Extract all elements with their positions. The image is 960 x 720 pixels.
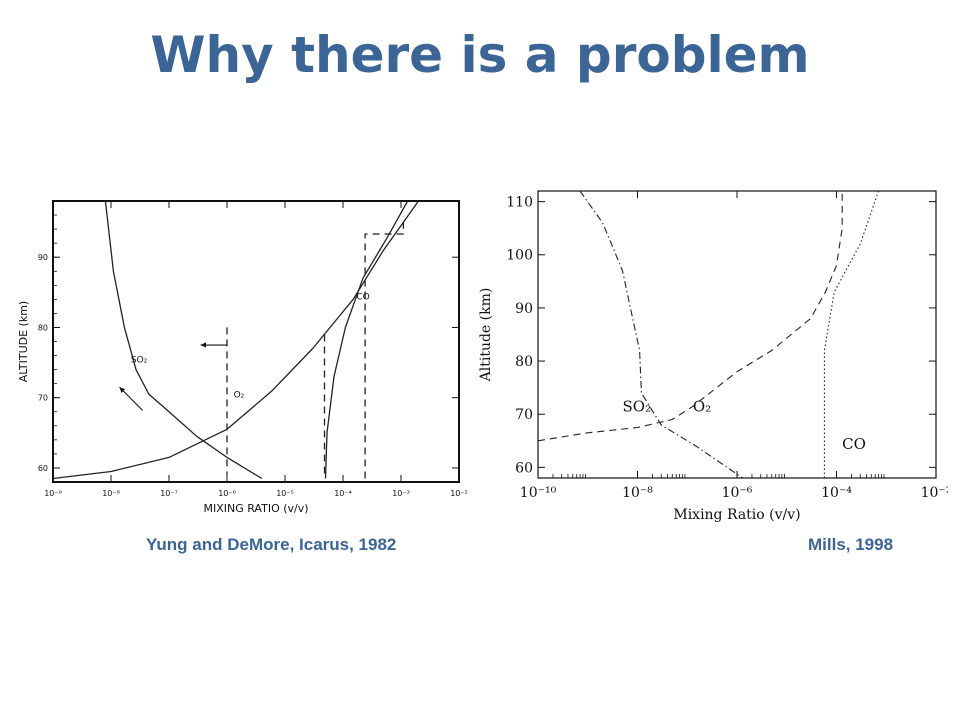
left-x-tick-label: 10⁻² [450,489,468,498]
right-y-tick-label: 80 [515,354,533,370]
left-y-axis-label: ALTITUDE (km) [18,301,30,382]
slide-title: Why there is a problem [150,26,810,84]
right-y-tick-label: 100 [506,248,533,264]
right-series-o2 [538,191,843,442]
chart-mills-svg: 10⁻¹⁰ 10⁻⁸ 10⁻⁶ 10⁻⁴ 10⁻² 60 70 80 90 100 110 Mixin… [478,190,951,523]
chart-mills: 10⁻¹⁰ 10⁻⁸ 10⁻⁶ 10⁻⁴ 10⁻² 60 70 80 90 100 110 Mixin… [478,183,951,533]
left-arrow-shaft [119,386,143,411]
left-y-tick-label: 80 [38,323,48,332]
right-series-label: O₂ [693,398,711,416]
left-series-o2 [53,201,420,480]
right-x-tick-label: 10⁻⁶ [722,485,753,501]
left-x-tick-label: 10⁻⁶ [218,489,236,498]
left-y-tick-label: 60 [38,464,48,473]
right-y-tick-label: 70 [515,407,533,423]
left-y-tick-label: 90 [38,253,48,262]
left-x-tick-label: 10⁻⁸ [102,489,120,498]
left-arrow-head [200,342,206,348]
left-x-tick-label: 10⁻⁵ [276,489,294,498]
left-series-so2 [104,201,263,480]
chart-yung-demore: 10⁻⁹ 10⁻⁸ 10⁻⁷ 10⁻⁶ 10⁻⁵ 10⁻⁴ 10⁻³ 10⁻² 60 70 80 90… [17,186,468,526]
left-plot-frame [52,200,460,483]
left-y-tick-label: 70 [38,394,48,403]
right-x-tick-label: 10⁻⁴ [821,485,852,501]
left-x-axis-label: MIXING RATIO (v/v) [203,502,308,515]
right-series-co [823,191,880,478]
chart-yung-demore-svg: 10⁻⁹ 10⁻⁸ 10⁻⁷ 10⁻⁶ 10⁻⁵ 10⁻⁴ 10⁻³ 10⁻² 60 70 80 90… [17,200,468,515]
left-x-tick-label: 10⁻⁹ [44,489,62,498]
right-series-label: CO [842,435,866,453]
left-series-co [324,201,409,479]
right-y-tick-label: 90 [515,301,533,317]
right-series-label: SO₂ [623,398,652,416]
caption-mills: Mills, 1998 [808,535,894,554]
left-series-guide-5 [364,216,405,479]
right-x-tick-label: 10⁻¹⁰ [520,485,557,501]
right-y-axis-label: Altitude (km) [478,288,494,383]
right-x-tick-label: 10⁻² [921,485,948,501]
right-y-tick-label: 60 [515,460,533,476]
caption-yung-demore: Yung and DeMore, Icarus, 1982 [146,535,397,554]
right-series-so2 [579,191,744,478]
left-series-label: CO [356,292,369,302]
right-plot-frame [537,190,937,479]
left-series-label: O₂ [234,391,245,401]
left-x-tick-label: 10⁻⁴ [334,489,352,498]
left-series-label: SO₂ [131,356,148,366]
right-y-tick-label: 110 [506,195,533,211]
left-x-tick-label: 10⁻³ [392,489,410,498]
left-arrow-head [119,387,126,393]
right-x-tick-label: 10⁻⁸ [622,485,653,501]
left-x-tick-label: 10⁻⁷ [160,489,178,498]
right-x-axis-label: Mixing Ratio (v/v) [673,507,800,523]
